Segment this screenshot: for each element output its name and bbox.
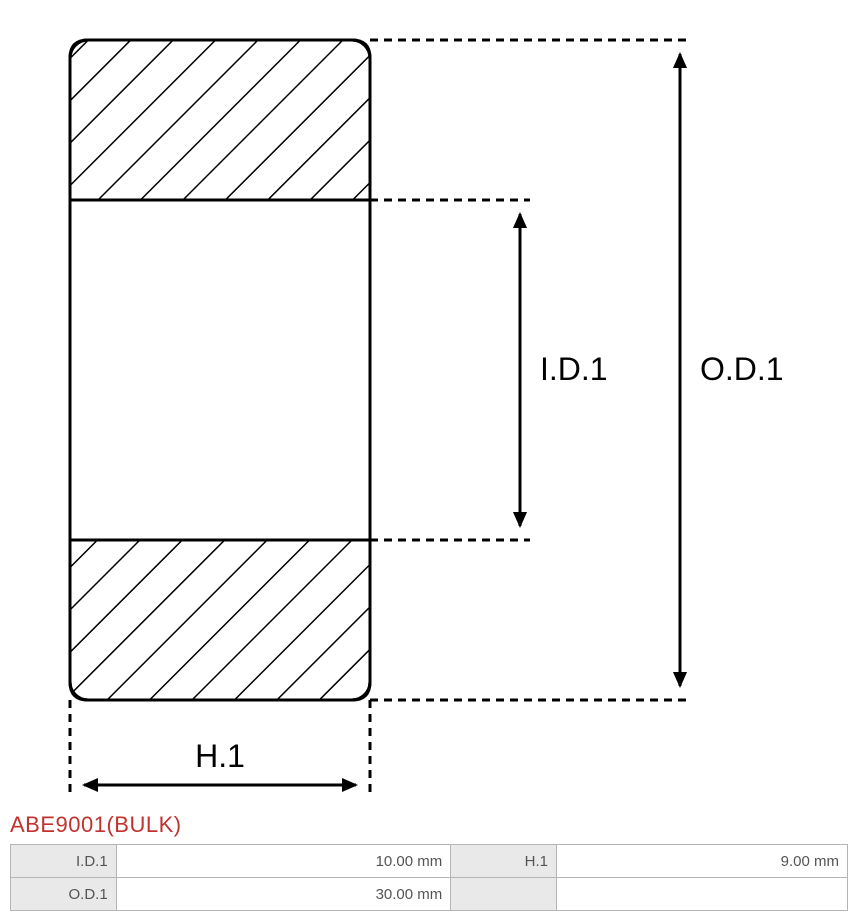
spec-value: 9.00 mm [556, 845, 847, 878]
spec-value: 10.00 mm [116, 845, 451, 878]
spec-table: I.D.110.00 mmH.19.00 mmO.D.130.00 mm [10, 844, 848, 911]
spec-label: H.1 [451, 845, 557, 878]
product-title: ABE9001(BULK) [0, 810, 848, 844]
diagram-label-h1: H.1 [195, 738, 245, 774]
spec-value: 30.00 mm [116, 878, 451, 911]
spec-label: O.D.1 [11, 878, 117, 911]
table-row: O.D.130.00 mm [11, 878, 848, 911]
diagram-label-od1: O.D.1 [700, 351, 784, 387]
spec-label: I.D.1 [11, 845, 117, 878]
spec-value [556, 878, 847, 911]
technical-diagram: I.D.1 O.D.1 H.1 [0, 0, 848, 810]
diagram-label-id1: I.D.1 [540, 351, 608, 387]
spec-label [451, 878, 557, 911]
table-row: I.D.110.00 mmH.19.00 mm [11, 845, 848, 878]
